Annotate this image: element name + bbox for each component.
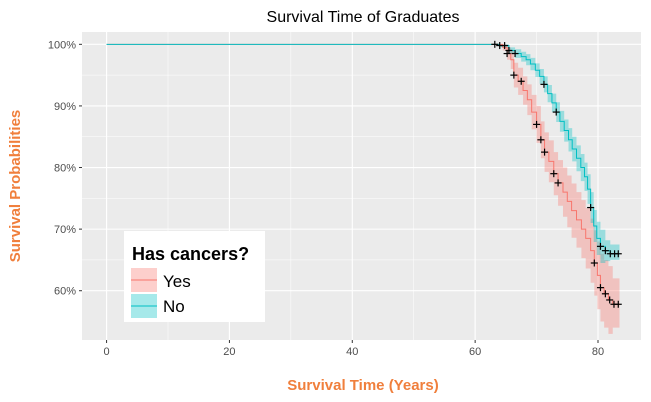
- legend: Has cancers? Yes No: [124, 231, 265, 322]
- y-tick-label: 100%: [48, 39, 76, 51]
- censor-mark-yes: [517, 77, 525, 85]
- survival-curve-yes: [106, 43, 620, 305]
- censor-mark-no: [587, 204, 595, 212]
- censor-mark-no: [511, 50, 519, 58]
- censor-mark-yes: [590, 259, 598, 267]
- y-tick-label: 60%: [54, 286, 76, 298]
- censor-mark-yes: [541, 148, 549, 156]
- censor-mark-yes: [601, 290, 609, 298]
- censor-mark-yes: [533, 120, 541, 128]
- censor-mark-no: [601, 247, 609, 255]
- legend-key-yes: [131, 268, 157, 292]
- censor-mark-no: [501, 42, 509, 50]
- censor-mark-yes: [550, 170, 558, 178]
- x-tick-label: 0: [104, 346, 110, 358]
- censor-mark-no: [552, 108, 560, 116]
- y-tick-label: 80%: [54, 163, 76, 175]
- censor-mark-no: [540, 80, 548, 88]
- censor-mark-yes: [606, 296, 614, 304]
- x-axis-ticks: 0 20 40 60 80: [104, 340, 604, 358]
- censor-mark-yes: [554, 179, 562, 187]
- legend-title: Has cancers?: [132, 244, 249, 264]
- legend-label-yes: Yes: [163, 272, 191, 291]
- censor-mark-yes: [614, 300, 622, 308]
- censor-marks: [491, 40, 622, 308]
- x-axis-title: Survival Time (Years): [287, 377, 438, 394]
- censor-mark-no: [491, 40, 499, 48]
- x-tick-label: 60: [469, 346, 481, 358]
- y-tick-label: 70%: [54, 224, 76, 236]
- x-tick-label: 20: [223, 346, 235, 358]
- censor-mark-yes: [537, 136, 545, 144]
- legend-box: [124, 231, 265, 322]
- y-axis-title: Survival Probabilities: [7, 110, 24, 263]
- grid-lines: [82, 32, 641, 340]
- chart-title: Survival Time of Graduates: [267, 9, 460, 26]
- censor-mark-no: [614, 250, 622, 258]
- survival-curves: [106, 43, 620, 305]
- y-tick-label: 90%: [54, 101, 76, 113]
- y-axis-ticks: 60% 70% 80% 90% 100%: [48, 39, 82, 298]
- censor-mark-yes: [510, 71, 518, 79]
- censor-mark-no: [596, 242, 604, 250]
- x-tick-label: 40: [346, 346, 358, 358]
- survival-curve-no: [106, 43, 620, 255]
- legend-key-no: [131, 294, 157, 318]
- censor-mark-yes: [596, 284, 604, 292]
- x-tick-label: 80: [592, 346, 604, 358]
- legend-label-no: No: [163, 297, 185, 316]
- censor-mark-no: [505, 46, 513, 54]
